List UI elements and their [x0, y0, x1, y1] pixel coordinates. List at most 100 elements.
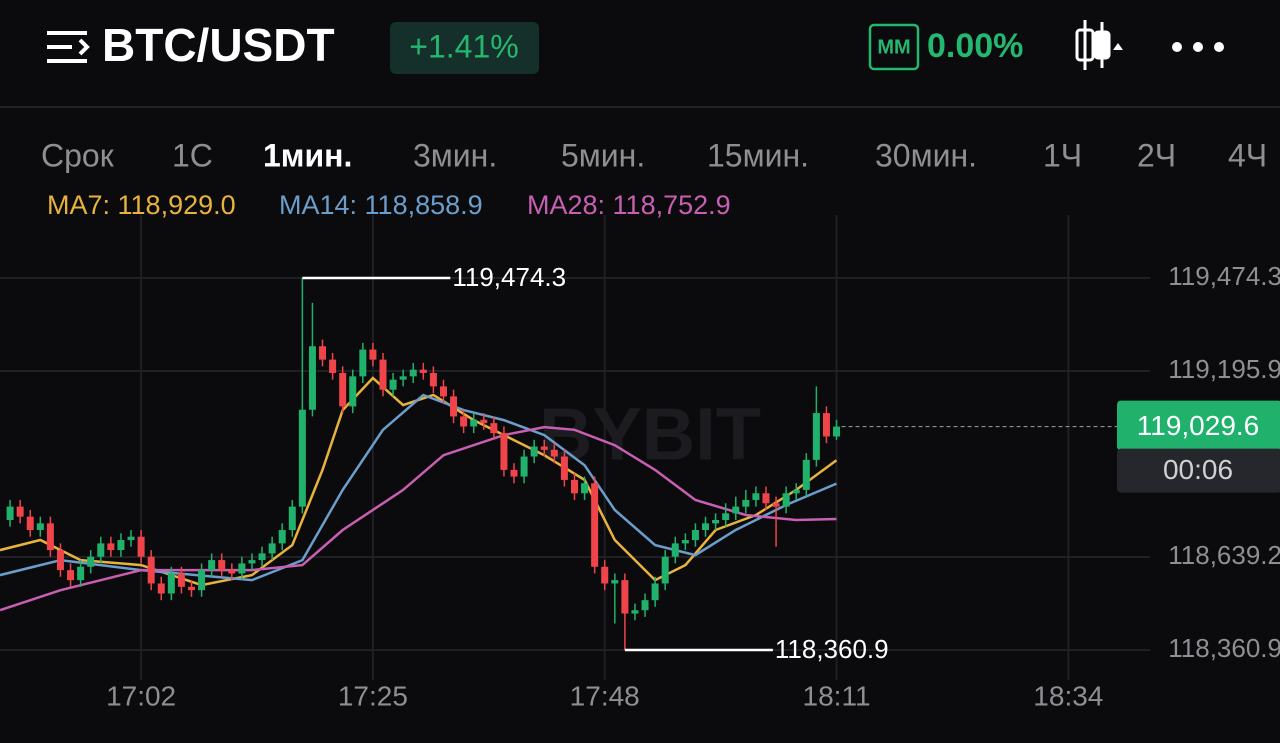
candle-body [490, 423, 498, 434]
last-price-label: 119,029.6 [1137, 410, 1260, 441]
candle-body [107, 543, 115, 551]
candle-body [147, 556, 155, 584]
candle-body [198, 570, 206, 591]
candle-body [67, 570, 75, 581]
candle-body [308, 346, 316, 410]
candle-body [26, 516, 34, 531]
chart: MA7: 118,929.0 MA14: 118,858.9 MA28: 118,7… [0, 190, 1280, 711]
candle-body [691, 530, 699, 541]
candle-body [742, 499, 750, 507]
candle-body [268, 543, 276, 554]
last-price-box [1117, 400, 1280, 451]
candle-body [379, 359, 387, 390]
candle-body [480, 419, 488, 424]
menu-chevron [78, 38, 90, 56]
timeframe[interactable]: 1С [172, 137, 213, 173]
candle-body [329, 359, 337, 373]
timeframe[interactable]: 30мин. [875, 137, 977, 173]
candle-body [419, 369, 427, 373]
timeframe[interactable]: 4Ч [1228, 137, 1267, 173]
high-marker-label: 119,474.3 [452, 262, 566, 292]
candle-body [681, 540, 689, 544]
candle-body [772, 503, 780, 507]
candle-body [369, 349, 377, 360]
candle-body [550, 449, 558, 457]
candle-body [631, 610, 639, 614]
y-tick-label: 118,360.9 [1168, 633, 1280, 663]
candle-body [248, 560, 256, 564]
timeframe[interactable]: 1Ч [1043, 137, 1082, 173]
candle-body [319, 346, 327, 360]
candle-body [127, 536, 135, 541]
candle-body [732, 506, 740, 514]
candle-body [500, 433, 508, 470]
x-tick-label: 18:11 [803, 680, 871, 711]
timeframe[interactable]: 1мин. [263, 137, 352, 173]
candle-body [611, 580, 619, 584]
candle-body [157, 583, 165, 594]
candle-body [560, 456, 568, 480]
countdown-box [1117, 448, 1280, 493]
mm-label: MM [877, 36, 910, 58]
candle-body [339, 372, 347, 407]
chart-type-icon[interactable] [1075, 20, 1123, 70]
change: +1.41% [409, 28, 518, 64]
candle-body [208, 560, 216, 571]
candle-body [16, 506, 24, 517]
candle-body [802, 459, 810, 490]
timeframe[interactable]: 5мин. [561, 137, 645, 173]
symbol[interactable]: BTC/USDT [102, 19, 335, 71]
candle-body [702, 523, 710, 531]
candle-body [228, 570, 236, 574]
candle-body [6, 506, 14, 520]
timeframe[interactable]: 15мин. [707, 137, 809, 173]
candle-body [359, 349, 367, 377]
legend-entry: MA28: 118,752.9 [527, 190, 731, 220]
candle-body [762, 493, 770, 504]
timeframe[interactable]: 2Ч [1137, 137, 1176, 173]
candle-body [641, 600, 649, 611]
candle-body [278, 530, 286, 544]
candle-body [782, 493, 790, 507]
change-badge [390, 22, 539, 74]
timeframe-bar: Срок 1С 1мин. 3мин. 5мин. 15мин. 30мин. 1Ч 2Ч 4Ч [41, 137, 1267, 173]
candle-body [591, 483, 599, 567]
candle-body [581, 483, 589, 494]
icon-arrow [1113, 43, 1123, 50]
more-menu[interactable] [1172, 42, 1224, 52]
mm-badge[interactable] [868, 23, 920, 71]
x-tick-label: 18:34 [1033, 680, 1103, 711]
x-tick-label: 17:25 [338, 680, 408, 711]
candle-body [661, 556, 669, 584]
candle-body [671, 543, 679, 557]
candle-body [167, 573, 175, 594]
y-tick-label: 118,639.2 [1168, 540, 1280, 570]
y-tick-label: 119,195.9 [1168, 354, 1280, 384]
candle-body [349, 376, 357, 407]
watermark: BYBIT [539, 393, 761, 476]
candle-body [651, 583, 659, 601]
candle-body [722, 513, 730, 520]
mm-value: 0.00% [927, 27, 1023, 65]
candle-body [439, 386, 447, 397]
candle-body [87, 556, 95, 567]
candle-body [450, 396, 458, 417]
candle-body [137, 536, 145, 557]
candle-body [238, 563, 246, 574]
candle-body [258, 553, 266, 561]
candle-body [56, 550, 64, 571]
candle-body [177, 573, 185, 587]
candle-body [77, 566, 85, 581]
candle-body [218, 560, 226, 571]
candle-body [822, 413, 830, 437]
timeframe[interactable]: 3мин. [413, 137, 497, 173]
candle-body [621, 580, 629, 614]
icon-body [1075, 28, 1095, 62]
candle-body [97, 543, 105, 557]
menu-icon[interactable] [47, 31, 90, 63]
legend-entry: MA14: 118,858.9 [279, 190, 483, 220]
candle-body [288, 506, 296, 531]
x-tick-label: 17:02 [106, 680, 176, 711]
dot [1172, 42, 1182, 52]
